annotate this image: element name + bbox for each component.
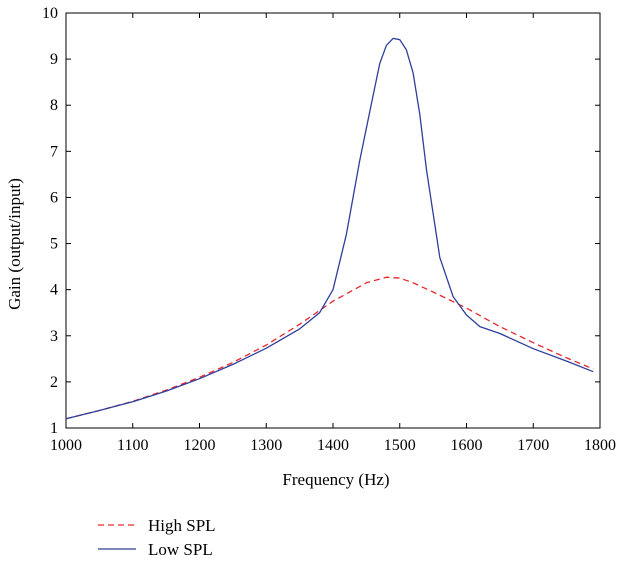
y-tick-label: 10 [42, 5, 58, 22]
x-tick-label: 1800 [584, 437, 616, 454]
y-tick-label: 2 [50, 374, 58, 391]
x-axis: 1000 1100 1200 1300 1400 1500 1600 1700 1800 [50, 13, 616, 454]
x-tick-label: 1000 [50, 437, 82, 454]
y-tick-label: 7 [50, 143, 58, 160]
x-tick-label: 1700 [517, 437, 549, 454]
x-tick-label: 1300 [250, 437, 282, 454]
y-tick-label: 5 [50, 236, 58, 253]
x-tick-label: 1200 [184, 437, 216, 454]
plot-area-border [65, 12, 601, 429]
y-tick-label: 8 [50, 97, 58, 114]
legend-label-high-spl: High SPL [148, 516, 216, 535]
legend: High SPL Low SPL [98, 516, 216, 559]
series-line-high-spl [65, 276, 594, 420]
y-tick-label: 4 [50, 282, 58, 299]
x-tick-label: 1100 [117, 437, 148, 454]
y-tick-label: 1 [50, 420, 58, 437]
plot-frame [65, 12, 601, 429]
y-tick-label: 3 [50, 328, 58, 345]
y-axis-label: Gain (output/input) [5, 178, 24, 310]
x-tick-label: 1400 [317, 437, 349, 454]
y-axis: 1 2 3 4 5 6 7 8 9 10 [42, 5, 600, 437]
series-line-low-spl [65, 37, 594, 420]
x-tick-label: 1500 [384, 437, 416, 454]
series-layer [65, 37, 594, 420]
x-tick-label: 1600 [451, 437, 483, 454]
x-axis-label: Frequency (Hz) [282, 470, 389, 489]
y-tick-label: 9 [50, 51, 58, 68]
y-tick-label: 6 [50, 189, 58, 206]
legend-label-low-spl: Low SPL [148, 540, 213, 559]
